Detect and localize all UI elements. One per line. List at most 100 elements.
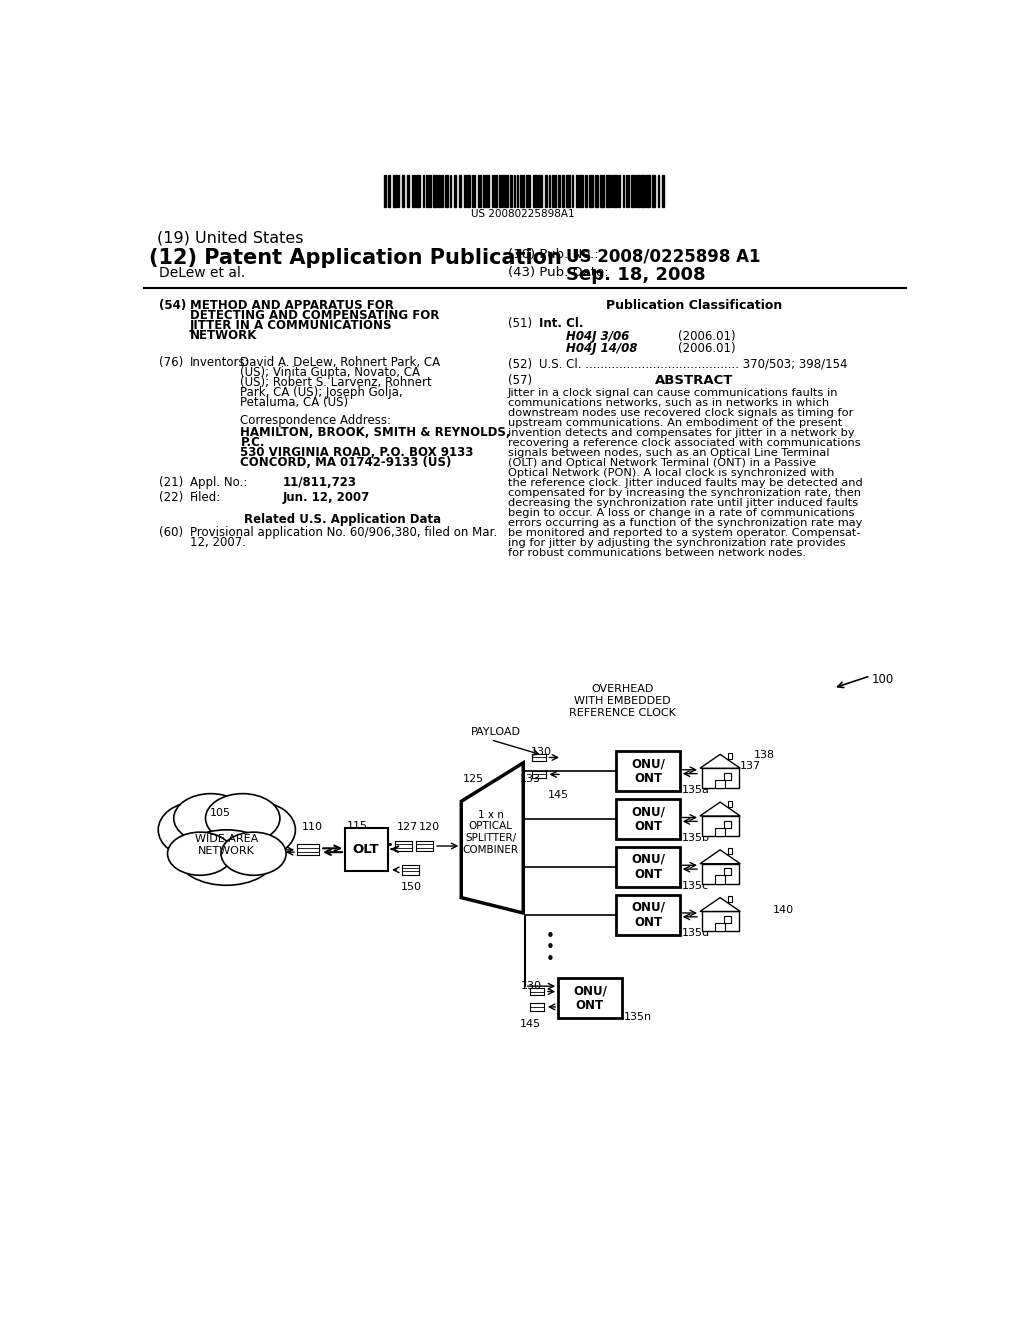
- Text: •: •: [546, 928, 555, 944]
- Bar: [532, 176, 537, 207]
- Bar: [345, 829, 388, 871]
- Bar: [558, 176, 560, 207]
- Text: H04J 3/06: H04J 3/06: [566, 330, 629, 343]
- Ellipse shape: [178, 830, 274, 886]
- Text: OLT: OLT: [352, 843, 379, 857]
- Text: P.C.: P.C.: [241, 436, 265, 449]
- Text: 145: 145: [519, 1019, 541, 1030]
- Text: 135c: 135c: [682, 880, 710, 891]
- Text: H04J 14/08: H04J 14/08: [566, 342, 637, 355]
- Text: ONU/
ONT: ONU/ ONT: [631, 805, 665, 833]
- Bar: [552, 176, 556, 207]
- Text: ABSTRACT: ABSTRACT: [654, 374, 733, 387]
- Bar: [716, 923, 725, 932]
- Bar: [514, 176, 515, 207]
- Text: upstream communications. An embodiment of the present: upstream communications. An embodiment o…: [508, 418, 842, 428]
- Text: 140: 140: [773, 906, 794, 915]
- Polygon shape: [700, 803, 740, 816]
- Bar: [504, 176, 508, 207]
- Bar: [724, 869, 731, 875]
- Bar: [520, 176, 523, 207]
- Bar: [626, 176, 627, 207]
- Bar: [571, 176, 572, 207]
- Bar: [441, 176, 443, 207]
- Bar: [549, 176, 550, 207]
- Bar: [662, 176, 665, 207]
- Text: US 2008/0225898 A1: US 2008/0225898 A1: [566, 248, 761, 265]
- Text: (2006.01): (2006.01): [678, 342, 736, 355]
- Bar: [637, 176, 640, 207]
- Bar: [467, 176, 470, 207]
- Bar: [728, 849, 732, 854]
- Text: Publication Classification: Publication Classification: [605, 300, 782, 313]
- Bar: [716, 780, 725, 788]
- Text: Park, CA (US); Joseph Golja,: Park, CA (US); Joseph Golja,: [241, 385, 403, 399]
- Bar: [646, 176, 649, 207]
- Bar: [412, 176, 415, 207]
- Bar: [517, 176, 518, 207]
- Bar: [610, 176, 612, 207]
- Bar: [407, 176, 410, 207]
- Text: 530 VIRGINIA ROAD, P.O. BOX 9133: 530 VIRGINIA ROAD, P.O. BOX 9133: [241, 446, 474, 458]
- Polygon shape: [700, 898, 740, 911]
- Bar: [558, 978, 622, 1019]
- Text: Jun. 12, 2007: Jun. 12, 2007: [283, 491, 371, 504]
- Text: (60): (60): [159, 525, 183, 539]
- Polygon shape: [461, 763, 523, 913]
- Text: 127: 127: [397, 822, 418, 832]
- Bar: [716, 828, 725, 836]
- Text: (76): (76): [159, 355, 183, 368]
- Bar: [631, 176, 633, 207]
- Bar: [728, 800, 732, 807]
- Text: signals between nodes, such as an Optical Line Terminal: signals between nodes, such as an Optica…: [508, 447, 829, 458]
- Text: METHOD AND APPARATUS FOR: METHOD AND APPARATUS FOR: [190, 300, 394, 313]
- Bar: [623, 176, 624, 207]
- Text: (US); Vinita Gupta, Novato, CA: (US); Vinita Gupta, Novato, CA: [241, 366, 421, 379]
- Ellipse shape: [221, 832, 286, 875]
- Bar: [562, 176, 564, 207]
- Bar: [538, 176, 542, 207]
- Bar: [716, 875, 725, 884]
- Text: Sep. 18, 2008: Sep. 18, 2008: [566, 267, 706, 284]
- Text: 105: 105: [209, 808, 230, 817]
- Text: invention detects and compensates for jitter in a network by: invention detects and compensates for ji…: [508, 428, 854, 438]
- Text: ONU/
ONT: ONU/ ONT: [631, 758, 665, 785]
- Text: (52): (52): [508, 358, 531, 371]
- Text: 138: 138: [755, 750, 775, 760]
- Bar: [398, 176, 399, 207]
- Bar: [393, 176, 397, 207]
- Bar: [616, 751, 680, 792]
- Text: Optical Network (PON). A local clock is synchronized with: Optical Network (PON). A local clock is …: [508, 469, 835, 478]
- Text: 130: 130: [531, 747, 552, 756]
- Text: (2006.01): (2006.01): [678, 330, 736, 343]
- Bar: [450, 176, 451, 207]
- Bar: [724, 774, 731, 780]
- Text: (19) United States: (19) United States: [158, 230, 304, 246]
- Bar: [641, 176, 644, 207]
- Text: Petaluma, CA (US): Petaluma, CA (US): [241, 396, 348, 409]
- Text: NETWORK: NETWORK: [190, 330, 257, 342]
- Bar: [728, 752, 732, 759]
- Text: communications networks, such as in networks in which: communications networks, such as in netw…: [508, 397, 828, 408]
- Text: (51): (51): [508, 317, 531, 330]
- Bar: [433, 176, 437, 207]
- Text: 137: 137: [740, 760, 762, 771]
- Text: 125: 125: [463, 775, 484, 784]
- Text: U.S. Cl. ......................................... 370/503; 398/154: U.S. Cl. ...............................…: [539, 358, 847, 371]
- Bar: [728, 896, 732, 903]
- Text: 120: 120: [419, 822, 439, 832]
- Text: Appl. No.:: Appl. No.:: [190, 475, 247, 488]
- Text: •: •: [546, 952, 555, 966]
- Bar: [444, 176, 449, 207]
- Ellipse shape: [171, 808, 283, 876]
- Ellipse shape: [174, 793, 248, 843]
- Text: (57): (57): [508, 374, 531, 387]
- Text: (10) Pub. No.:: (10) Pub. No.:: [508, 248, 598, 261]
- Text: (43) Pub. Date:: (43) Pub. Date:: [508, 267, 608, 280]
- Bar: [701, 863, 738, 884]
- Bar: [575, 176, 578, 207]
- Text: ONU/
ONT: ONU/ ONT: [631, 853, 665, 880]
- Bar: [657, 176, 658, 207]
- Text: DeLew et al.: DeLew et al.: [159, 267, 246, 280]
- Text: ONU/
ONT: ONU/ ONT: [631, 900, 665, 928]
